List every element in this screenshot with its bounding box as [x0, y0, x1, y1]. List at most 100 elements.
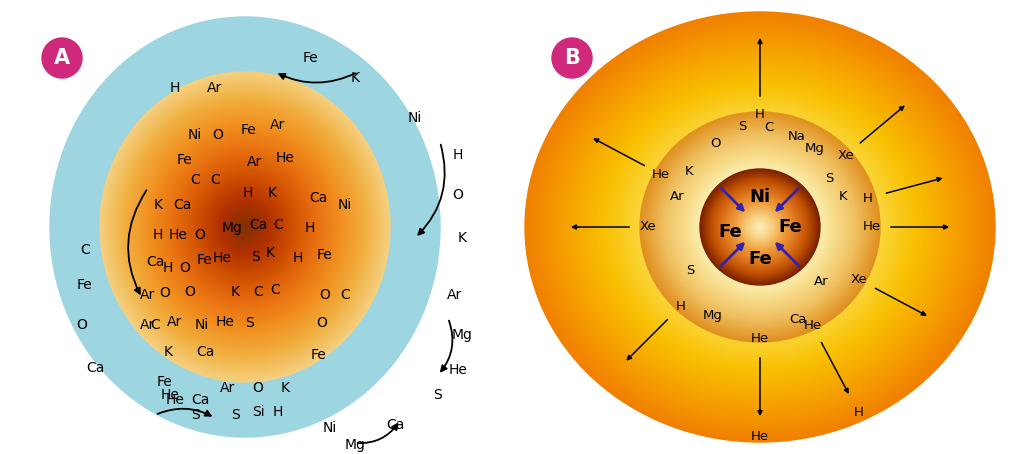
Ellipse shape	[154, 130, 336, 324]
Text: Ni: Ni	[750, 188, 770, 206]
Ellipse shape	[651, 122, 870, 332]
Ellipse shape	[691, 164, 829, 290]
Text: Fe: Fe	[310, 348, 326, 362]
Ellipse shape	[710, 179, 810, 275]
Ellipse shape	[742, 210, 779, 244]
Ellipse shape	[726, 195, 794, 259]
Ellipse shape	[705, 175, 814, 279]
Ellipse shape	[748, 216, 771, 238]
Ellipse shape	[707, 176, 813, 278]
Ellipse shape	[701, 170, 819, 284]
Ellipse shape	[698, 168, 822, 286]
Ellipse shape	[713, 183, 807, 271]
Ellipse shape	[709, 180, 811, 274]
Text: H: H	[242, 186, 253, 200]
Ellipse shape	[752, 219, 768, 235]
Ellipse shape	[740, 207, 781, 247]
Text: Si: Si	[252, 405, 264, 419]
Text: He: He	[213, 251, 231, 265]
Text: Ni: Ni	[338, 198, 352, 212]
Ellipse shape	[243, 226, 247, 228]
Ellipse shape	[744, 211, 776, 243]
Ellipse shape	[737, 205, 784, 249]
Ellipse shape	[628, 106, 892, 348]
Ellipse shape	[563, 46, 958, 408]
Ellipse shape	[700, 169, 820, 285]
Ellipse shape	[708, 177, 812, 277]
Ellipse shape	[699, 171, 821, 283]
Ellipse shape	[220, 200, 270, 254]
Ellipse shape	[125, 99, 365, 355]
Ellipse shape	[652, 128, 869, 326]
Ellipse shape	[576, 59, 943, 395]
Ellipse shape	[50, 17, 440, 437]
Ellipse shape	[752, 220, 767, 234]
Ellipse shape	[573, 55, 947, 399]
Text: Ni: Ni	[194, 318, 209, 332]
Text: H: H	[853, 406, 863, 419]
Ellipse shape	[663, 138, 857, 316]
Ellipse shape	[723, 192, 797, 262]
Ellipse shape	[715, 184, 805, 270]
Ellipse shape	[694, 163, 827, 291]
Ellipse shape	[757, 224, 763, 230]
Text: H: H	[453, 148, 463, 162]
Ellipse shape	[173, 150, 317, 304]
Ellipse shape	[561, 44, 960, 410]
Ellipse shape	[720, 189, 800, 265]
Text: H: H	[293, 251, 303, 265]
Ellipse shape	[178, 155, 312, 299]
Ellipse shape	[747, 214, 773, 240]
Ellipse shape	[224, 205, 266, 249]
Ellipse shape	[687, 157, 833, 297]
Ellipse shape	[210, 189, 280, 265]
Ellipse shape	[751, 218, 769, 236]
Ellipse shape	[537, 23, 983, 431]
Text: K: K	[230, 285, 239, 299]
Ellipse shape	[169, 146, 321, 308]
Text: He: He	[166, 393, 184, 407]
Ellipse shape	[117, 89, 373, 365]
Ellipse shape	[227, 208, 263, 246]
Ellipse shape	[608, 88, 913, 366]
Text: Fe: Fe	[158, 375, 173, 389]
Ellipse shape	[703, 175, 817, 279]
Ellipse shape	[535, 21, 985, 433]
Ellipse shape	[149, 125, 341, 329]
Ellipse shape	[602, 83, 918, 371]
Text: H: H	[755, 109, 765, 122]
Ellipse shape	[195, 174, 295, 280]
Ellipse shape	[685, 158, 835, 296]
Text: S: S	[230, 408, 239, 422]
Text: Fe: Fe	[317, 248, 332, 262]
Ellipse shape	[202, 180, 288, 274]
Ellipse shape	[723, 192, 797, 262]
Ellipse shape	[750, 217, 770, 237]
Ellipse shape	[158, 133, 332, 321]
Ellipse shape	[654, 125, 866, 329]
Ellipse shape	[758, 225, 762, 229]
Text: H: H	[163, 261, 173, 275]
Ellipse shape	[180, 158, 309, 296]
Ellipse shape	[716, 187, 803, 267]
Ellipse shape	[643, 115, 877, 339]
Ellipse shape	[754, 221, 766, 233]
Ellipse shape	[670, 141, 850, 313]
Ellipse shape	[203, 182, 287, 272]
Ellipse shape	[659, 135, 860, 319]
Ellipse shape	[546, 32, 973, 422]
Ellipse shape	[648, 124, 873, 330]
Ellipse shape	[748, 215, 772, 239]
Ellipse shape	[711, 180, 809, 274]
Ellipse shape	[222, 202, 268, 252]
Ellipse shape	[679, 150, 841, 304]
Ellipse shape	[735, 202, 786, 252]
Ellipse shape	[663, 134, 857, 320]
Ellipse shape	[701, 173, 819, 281]
Ellipse shape	[578, 61, 942, 393]
Ellipse shape	[672, 143, 848, 311]
Ellipse shape	[580, 63, 940, 391]
Ellipse shape	[703, 172, 817, 282]
Ellipse shape	[728, 198, 792, 256]
Text: S: S	[739, 120, 747, 133]
